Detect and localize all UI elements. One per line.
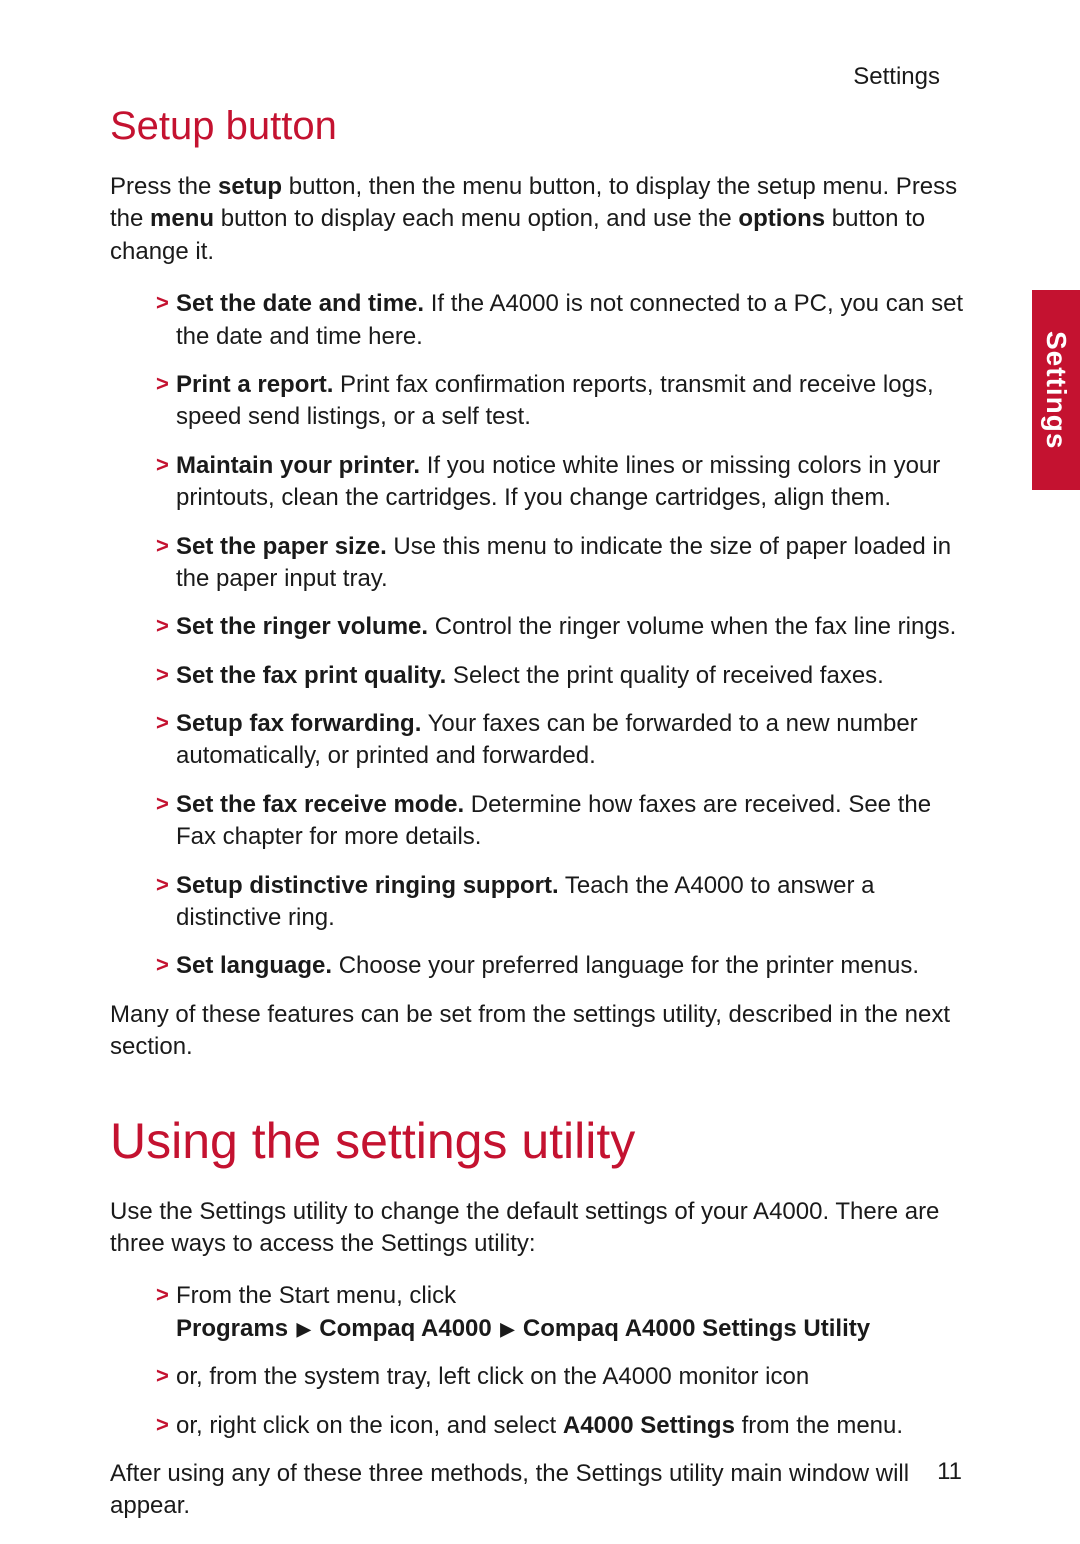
text: Press the bbox=[110, 173, 218, 200]
text: From the Start menu, click bbox=[176, 1282, 456, 1309]
section-tab-label: Settings bbox=[1040, 331, 1072, 449]
heading-using-settings-utility: Using the settings utility bbox=[110, 1112, 970, 1170]
item-title: Set the fax print quality. bbox=[176, 662, 446, 689]
item-title: Set the date and time. bbox=[176, 290, 424, 317]
access-methods-list: From the Start menu, click Programs ▶ Co… bbox=[110, 1280, 970, 1442]
item-title: Set language. bbox=[176, 952, 332, 979]
running-head: Settings bbox=[853, 63, 940, 91]
item-title: Print a report. bbox=[176, 371, 333, 398]
chevron-right-icon: ▶ bbox=[498, 1317, 516, 1341]
intro-paragraph-1: Press the setup button, then the menu bu… bbox=[110, 171, 970, 268]
item-desc: Control the ringer volume when the fax l… bbox=[428, 613, 956, 640]
bold-text: A4000 Settings bbox=[563, 1412, 735, 1439]
item-desc: Choose your preferred language for the p… bbox=[332, 952, 919, 979]
list-item: Print a report. Print fax confirmation r… bbox=[156, 369, 970, 434]
item-title: Maintain your printer. bbox=[176, 452, 420, 479]
page-number: 11 bbox=[937, 1458, 962, 1486]
item-desc: Select the print quality of received fax… bbox=[446, 662, 884, 689]
list-item: From the Start menu, click Programs ▶ Co… bbox=[156, 1280, 970, 1345]
intro-paragraph-2: Use the Settings utility to change the d… bbox=[110, 1196, 970, 1261]
menu-path: Programs ▶ Compaq A4000 ▶ Compaq A4000 S… bbox=[176, 1315, 870, 1342]
item-title: Set the paper size. bbox=[176, 533, 387, 560]
list-item: Set the fax print quality. Select the pr… bbox=[156, 660, 970, 692]
item-title: Setup fax forwarding. bbox=[176, 710, 421, 737]
bold-text: menu bbox=[150, 205, 214, 232]
list-item: Setup distinctive ringing support. Teach… bbox=[156, 870, 970, 935]
path-segment: Programs bbox=[176, 1315, 288, 1342]
item-title: Set the fax receive mode. bbox=[176, 791, 464, 818]
outro-paragraph-1: Many of these features can be set from t… bbox=[110, 999, 970, 1064]
list-item: Set the paper size. Use this menu to ind… bbox=[156, 531, 970, 596]
section-tab: Settings bbox=[1032, 290, 1080, 490]
text: from the menu. bbox=[735, 1412, 903, 1439]
list-item: Set the date and time. If the A4000 is n… bbox=[156, 288, 970, 353]
list-item: or, right click on the icon, and select … bbox=[156, 1410, 970, 1442]
chevron-right-icon: ▶ bbox=[295, 1317, 313, 1341]
list-item: Maintain your printer. If you notice whi… bbox=[156, 450, 970, 515]
bold-text: options bbox=[738, 205, 825, 232]
path-segment: Compaq A4000 bbox=[319, 1315, 492, 1342]
list-item: Set language. Choose your preferred lang… bbox=[156, 950, 970, 982]
setup-options-list: Set the date and time. If the A4000 is n… bbox=[110, 288, 970, 983]
document-page: Settings Settings Setup button Press the… bbox=[0, 0, 1080, 1544]
list-item: Set the ringer volume. Control the ringe… bbox=[156, 611, 970, 643]
text: or, from the system tray, left click on … bbox=[176, 1363, 809, 1390]
path-segment: Compaq A4000 Settings Utility bbox=[523, 1315, 870, 1342]
item-title: Set the ringer volume. bbox=[176, 613, 428, 640]
text: or, right click on the icon, and select bbox=[176, 1412, 563, 1439]
outro-paragraph-2: After using any of these three methods, … bbox=[110, 1458, 970, 1523]
text: button to display each menu option, and … bbox=[214, 205, 738, 232]
list-item: or, from the system tray, left click on … bbox=[156, 1361, 970, 1393]
item-title: Setup distinctive ringing support. bbox=[176, 872, 559, 899]
list-item: Set the fax receive mode. Determine how … bbox=[156, 789, 970, 854]
heading-setup-button: Setup button bbox=[110, 104, 970, 149]
list-item: Setup fax forwarding. Your faxes can be … bbox=[156, 708, 970, 773]
bold-text: setup bbox=[218, 173, 282, 200]
